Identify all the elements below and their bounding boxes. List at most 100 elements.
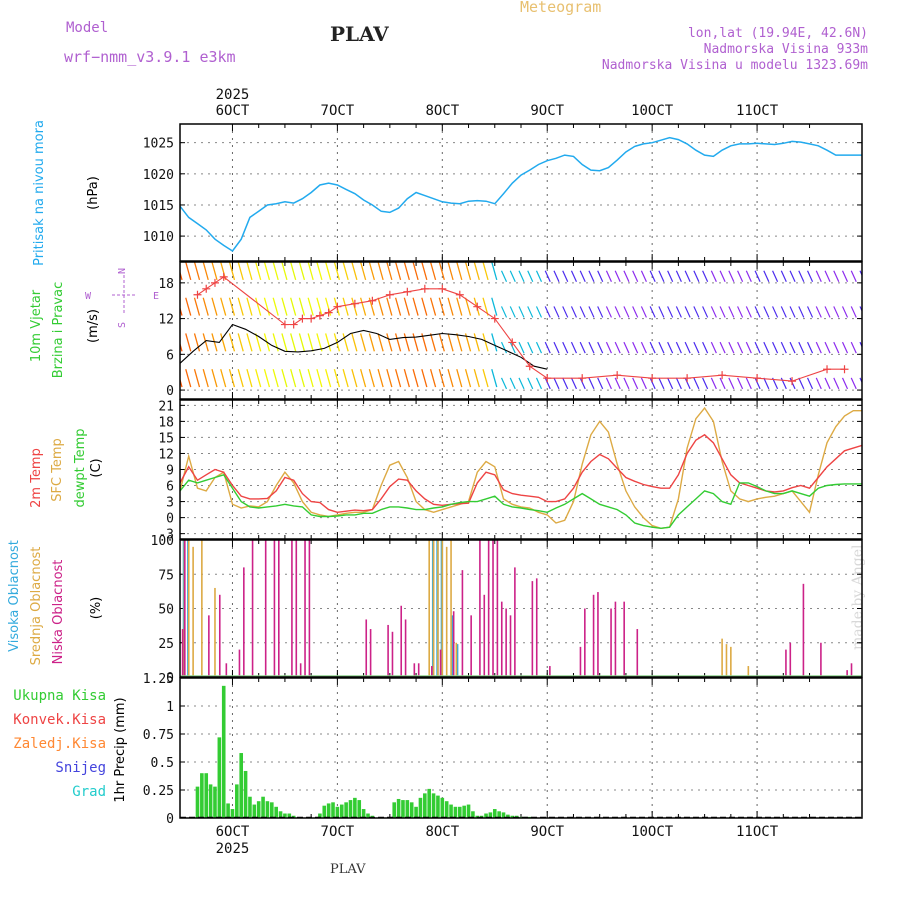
- wind-barb: [745, 270, 752, 282]
- wind-barb: [368, 333, 375, 352]
- precip-bar: [431, 793, 436, 818]
- wind-barb: [702, 306, 709, 318]
- y-tick-label: 1020: [143, 168, 174, 183]
- wind-gust-marker: [683, 374, 692, 383]
- wind-barb: [429, 262, 437, 281]
- wind-gust-marker: [289, 320, 298, 329]
- wind-barb: [429, 297, 437, 316]
- precip-bar: [453, 806, 458, 818]
- wind-gust-marker: [350, 299, 359, 308]
- wind-barb: [377, 297, 384, 316]
- wind-barb: [815, 341, 822, 354]
- cloud-bar: [500, 601, 503, 677]
- precip-bar: [248, 796, 252, 818]
- compass-west: W: [85, 291, 92, 302]
- cloud-bar: [291, 540, 293, 677]
- precip-bar: [256, 801, 261, 818]
- wind-barb: [754, 377, 761, 390]
- wind-barb: [763, 341, 770, 354]
- wind-barb: [570, 377, 578, 390]
- wind-barb: [403, 369, 410, 388]
- wind-barb: [535, 270, 543, 282]
- cloud-bar: [428, 540, 430, 677]
- wind-gust-marker: [753, 374, 762, 383]
- wind-barb: [859, 306, 862, 313]
- wind-barb: [333, 262, 341, 281]
- grid-cloud: [180, 539, 862, 678]
- wind-barb: [684, 341, 691, 354]
- wind-barb: [456, 369, 463, 388]
- wind-gust-marker: [455, 290, 464, 299]
- wind-barb: [412, 369, 419, 388]
- cloud-bar: [251, 540, 254, 677]
- wind-barb: [824, 270, 831, 282]
- cloud-bar: [192, 546, 194, 677]
- wind-barb: [728, 306, 735, 318]
- wind-barb: [193, 369, 201, 388]
- panel-frame-cloud: [179, 539, 863, 678]
- wind-barb: [623, 377, 630, 390]
- wind-barb: [544, 270, 551, 282]
- wind-barb: [255, 297, 262, 316]
- wind-barb: [623, 306, 630, 318]
- cloud-bar: [273, 540, 276, 677]
- cloud-bar: [479, 540, 481, 677]
- precip-bar: [322, 805, 327, 818]
- wind-barb: [719, 341, 726, 354]
- cloud-bar: [470, 615, 472, 677]
- wind-barb: [588, 377, 595, 390]
- cloud-bar: [487, 540, 490, 677]
- wind-barb: [728, 270, 735, 282]
- wind-barb: [658, 306, 665, 318]
- cloud-bar: [437, 540, 439, 677]
- wind-barb: [597, 270, 604, 282]
- wind-barb: [368, 262, 375, 281]
- wind-barbs: [180, 262, 862, 390]
- wind-barb: [763, 306, 770, 318]
- wind-barb: [491, 262, 498, 281]
- wind-barb: [632, 377, 639, 390]
- wind-barb: [824, 306, 831, 318]
- panel-frame-wind: [179, 261, 863, 400]
- cloud-bar: [308, 540, 311, 677]
- wind-barb: [464, 262, 472, 281]
- wind-barb: [649, 270, 656, 282]
- cloud-bar: [483, 594, 486, 677]
- wind-barb: [473, 333, 480, 352]
- wind-barb: [298, 369, 306, 388]
- wind-barb: [307, 297, 314, 316]
- wind-gust-marker: [490, 314, 499, 323]
- wind-barb: [220, 333, 227, 352]
- cloud-bar: [636, 629, 639, 677]
- precip-bar: [353, 797, 357, 818]
- wind-barb: [544, 377, 551, 390]
- wind-barb: [263, 297, 271, 316]
- y-tick-label: 0: [166, 512, 174, 527]
- wind-barb: [597, 341, 604, 354]
- precip-bar: [462, 805, 466, 818]
- precip-bar: [401, 800, 405, 818]
- wind-barb: [377, 369, 384, 388]
- wind-barb: [281, 333, 288, 352]
- cloud-bar: [432, 540, 435, 677]
- wind-barb: [841, 377, 849, 390]
- wind-barb: [180, 341, 183, 352]
- wind-gust-line: [197, 276, 845, 382]
- wind-barb: [220, 297, 227, 316]
- wind-barb: [579, 270, 586, 282]
- y-tick-label: 18: [158, 415, 174, 430]
- wind-barb: [438, 369, 445, 388]
- wind-barb: [255, 333, 262, 352]
- precip-bar: [217, 737, 222, 818]
- precip-bar: [444, 801, 449, 818]
- wind-barb: [684, 377, 691, 390]
- top-day-label: 10OCT: [631, 103, 674, 119]
- wind-barb: [456, 297, 463, 316]
- wind-barb: [447, 333, 454, 352]
- wind-barb: [614, 270, 621, 282]
- precip-bar: [195, 786, 200, 818]
- wind-barb: [658, 377, 665, 390]
- wind-barb: [351, 369, 358, 388]
- wind-barb: [180, 270, 183, 281]
